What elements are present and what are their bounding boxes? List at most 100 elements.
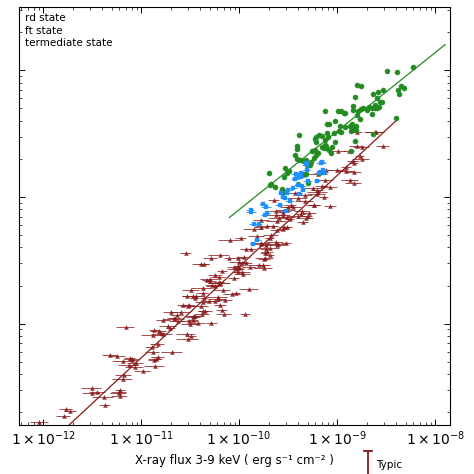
Point	[297, 156, 304, 164]
Point	[400, 84, 407, 91]
Point	[370, 90, 377, 97]
Point	[311, 136, 319, 143]
Point	[376, 99, 383, 106]
Point	[291, 151, 299, 159]
Point	[337, 107, 345, 114]
Point	[347, 147, 355, 155]
Point	[340, 109, 347, 117]
Point	[307, 161, 314, 169]
Point	[398, 82, 405, 89]
Point	[267, 181, 274, 188]
Point	[347, 127, 355, 135]
Point	[335, 127, 342, 135]
Point	[321, 107, 328, 115]
Point	[314, 149, 322, 157]
Point	[328, 149, 335, 156]
Point	[325, 120, 333, 128]
Point	[383, 67, 391, 75]
Point	[394, 86, 401, 93]
Point	[369, 130, 377, 138]
Point	[365, 103, 373, 111]
Point	[303, 161, 311, 168]
Point	[283, 169, 291, 177]
X-axis label: X-ray flux 3-9 keV ( erg s⁻¹ cm⁻² ): X-ray flux 3-9 keV ( erg s⁻¹ cm⁻² )	[135, 454, 334, 467]
Point	[322, 142, 330, 150]
Point	[359, 104, 367, 111]
Point	[392, 115, 400, 122]
Point	[352, 137, 359, 145]
Point	[293, 143, 301, 150]
Point	[296, 132, 303, 139]
Point	[300, 157, 307, 164]
Point	[346, 123, 354, 130]
Point	[294, 180, 301, 188]
Point	[357, 82, 365, 90]
Point	[368, 110, 376, 118]
Point	[315, 131, 322, 139]
Point	[265, 170, 273, 177]
Point	[330, 129, 338, 137]
Point	[316, 169, 323, 177]
Point	[280, 188, 288, 196]
Point	[325, 146, 333, 154]
Point	[281, 164, 289, 172]
Point	[313, 138, 320, 146]
Point	[353, 112, 361, 119]
Point	[328, 143, 336, 151]
Point	[336, 123, 343, 130]
Point	[356, 115, 364, 122]
Point	[371, 101, 379, 109]
Point	[353, 122, 360, 130]
Point	[378, 99, 386, 106]
Point	[374, 88, 381, 96]
Point	[323, 120, 331, 128]
Point	[308, 147, 315, 155]
Point	[312, 151, 320, 159]
Point	[348, 120, 356, 128]
Point	[310, 154, 318, 162]
Point	[285, 167, 293, 174]
Point	[321, 141, 328, 149]
Point	[299, 171, 307, 178]
Point	[393, 68, 401, 75]
Point	[352, 126, 360, 133]
Point	[308, 158, 315, 166]
Point	[341, 124, 349, 131]
Text: Typic: Typic	[376, 459, 402, 470]
Point	[312, 134, 320, 141]
Point	[341, 109, 349, 117]
Point	[278, 185, 286, 193]
Point	[302, 156, 310, 164]
Point	[379, 86, 386, 93]
Point	[364, 106, 371, 114]
Point	[357, 105, 365, 113]
Point	[351, 93, 359, 100]
Point	[322, 137, 329, 144]
Point	[293, 145, 301, 153]
Point	[318, 132, 326, 140]
Point	[409, 63, 417, 71]
Point	[395, 91, 403, 98]
Point	[320, 144, 328, 151]
Point	[319, 143, 326, 151]
Point	[375, 103, 383, 110]
Point	[331, 138, 338, 146]
Point	[337, 128, 345, 136]
Legend: rd state, ft state, termediate state: rd state, ft state, termediate state	[24, 12, 113, 49]
Point	[266, 182, 273, 189]
Point	[293, 155, 301, 163]
Point	[348, 125, 356, 133]
Point	[302, 170, 310, 178]
Point	[332, 117, 339, 125]
Point	[348, 124, 356, 131]
Point	[371, 104, 379, 111]
Point	[272, 183, 279, 191]
Point	[305, 179, 312, 187]
Point	[373, 104, 380, 111]
Point	[335, 107, 342, 115]
Point	[354, 108, 362, 115]
Point	[324, 134, 332, 141]
Point	[311, 146, 319, 154]
Point	[349, 107, 356, 114]
Point	[322, 144, 330, 152]
